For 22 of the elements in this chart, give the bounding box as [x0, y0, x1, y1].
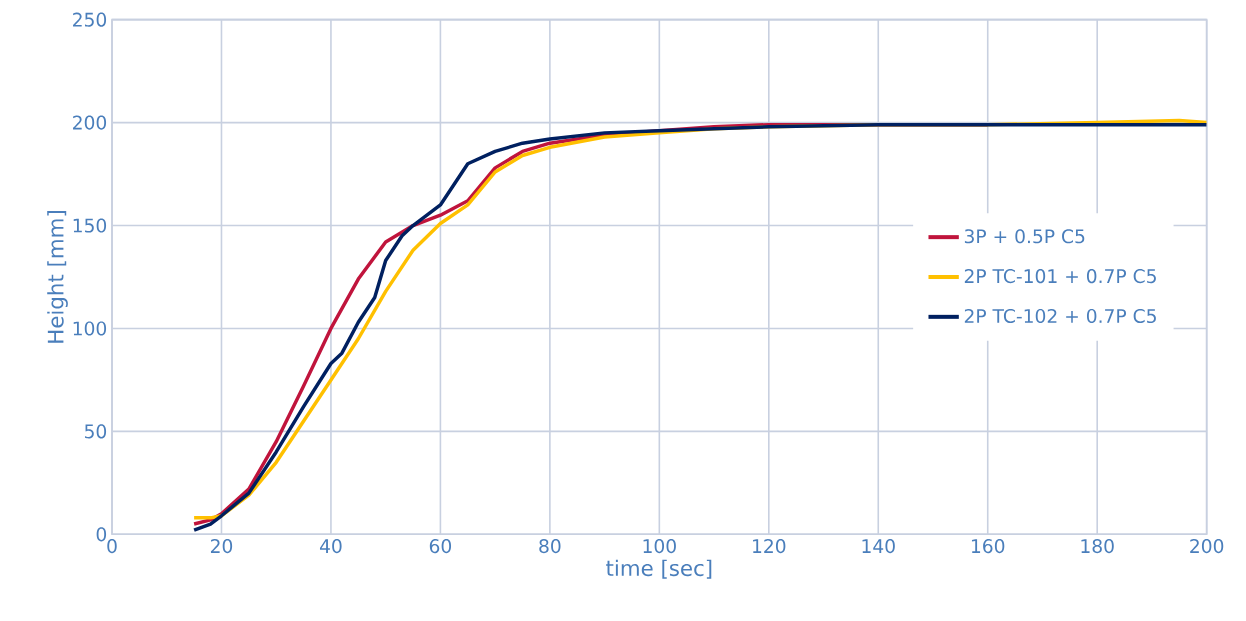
y-tick-label: 250 [73, 12, 107, 27]
x-axis-title: time [sec] [606, 559, 712, 579]
legend-label: 2P TC-101 + 0.7P C5 [964, 269, 1156, 284]
legend-label: 2P TC-102 + 0.7P C5 [964, 308, 1156, 324]
x-tick-label: 60 [429, 539, 452, 554]
x-tick-label: 20 [210, 539, 233, 554]
x-tick-label: 80 [539, 539, 561, 554]
x-tick-label: 180 [1081, 539, 1114, 554]
x-tick-label: 100 [643, 539, 676, 554]
x-tick-label: 140 [862, 539, 895, 554]
x-tick-label: 120 [753, 539, 786, 554]
y-axis-title: Height [mm] [47, 211, 68, 343]
y-tick-label: 150 [73, 218, 107, 233]
x-tick-label: 160 [971, 539, 1005, 554]
x-tick-label: 200 [1190, 539, 1224, 554]
x-tick-label: 0 [107, 539, 117, 554]
x-tick-label: 40 [319, 539, 342, 554]
y-tick-label: 100 [73, 321, 107, 336]
y-tick-label: 50 [84, 424, 107, 439]
y-tick-label: 0 [96, 527, 107, 542]
legend-label: 3P + 0.5P C5 [964, 229, 1085, 244]
y-tick-label: 200 [73, 115, 107, 130]
